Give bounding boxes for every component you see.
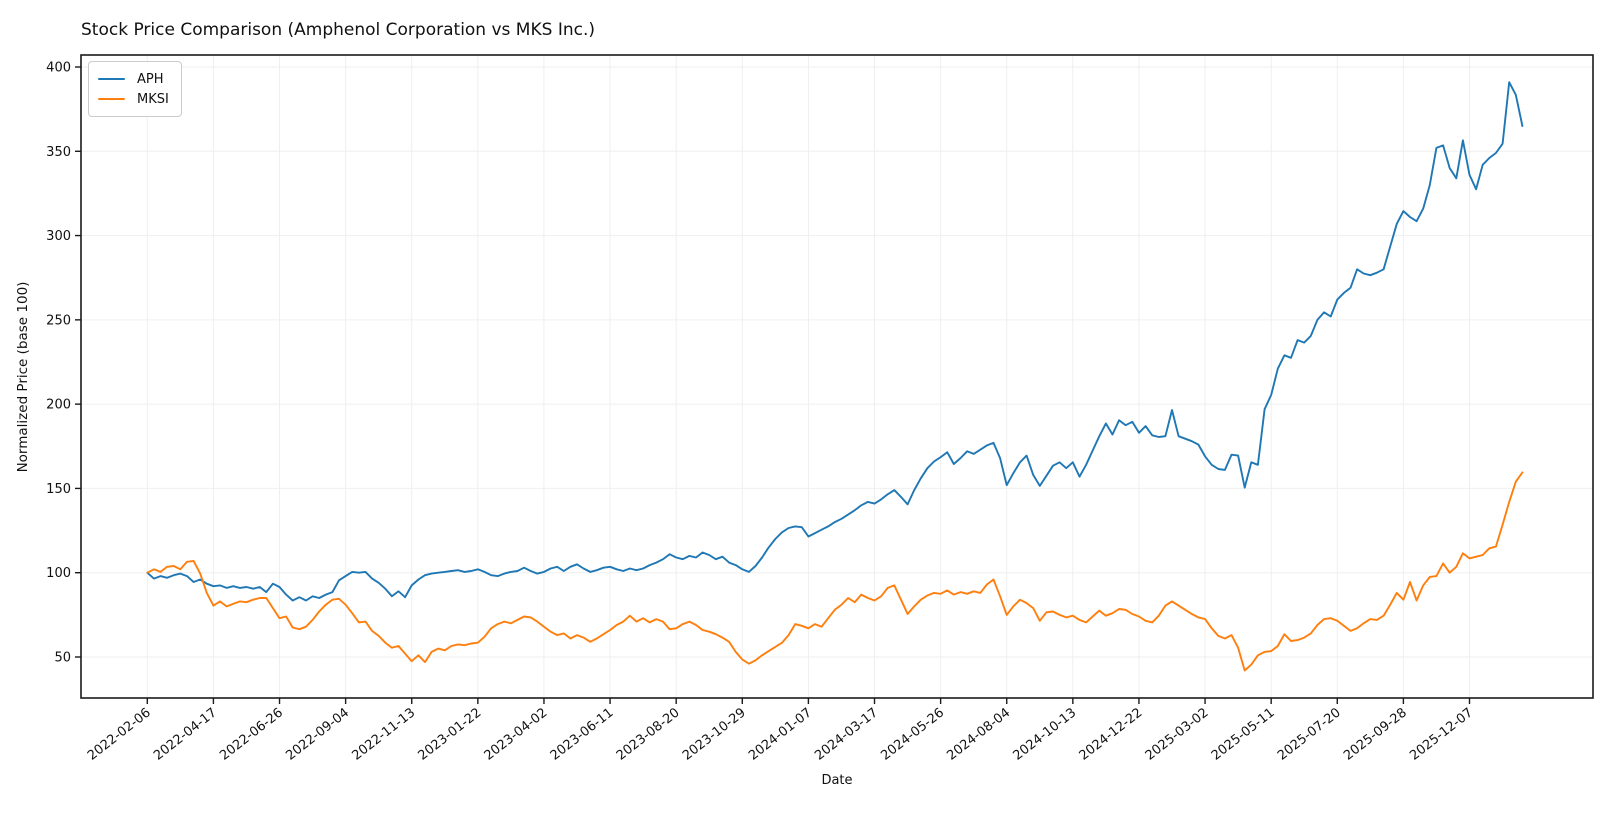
svg-text:150: 150 xyxy=(46,482,71,497)
svg-text:2023-10-29: 2023-10-29 xyxy=(680,705,749,763)
svg-text:2022-09-04: 2022-09-04 xyxy=(283,705,352,763)
svg-text:350: 350 xyxy=(46,145,71,160)
chart-title: Stock Price Comparison (Amphenol Corpora… xyxy=(81,20,595,40)
svg-text:50: 50 xyxy=(54,650,71,665)
x-axis-label: Date xyxy=(821,773,853,788)
svg-text:2025-12-07: 2025-12-07 xyxy=(1407,705,1476,763)
svg-text:2023-06-11: 2023-06-11 xyxy=(548,705,617,763)
svg-text:2025-05-11: 2025-05-11 xyxy=(1209,705,1278,763)
legend-item-mksi: MKSI xyxy=(98,89,169,109)
legend-label-aph: APH xyxy=(137,71,164,87)
legend: APH MKSI xyxy=(88,61,182,117)
y-tick-labels: 50 100 150 200 250 300 350 400 xyxy=(46,61,71,666)
svg-text:2022-04-17: 2022-04-17 xyxy=(151,705,220,763)
mksi-line-swatch xyxy=(98,97,125,101)
svg-text:2024-08-04: 2024-08-04 xyxy=(944,705,1013,763)
tick-marks xyxy=(75,66,1471,704)
svg-text:2024-03-17: 2024-03-17 xyxy=(812,705,881,763)
svg-text:400: 400 xyxy=(46,61,71,76)
svg-text:250: 250 xyxy=(46,313,71,328)
x-tick-labels: 2022-02-062022-04-172022-06-262022-09-04… xyxy=(85,705,1476,763)
aph-line xyxy=(146,81,1524,602)
plot-border xyxy=(80,54,1594,699)
svg-text:2024-01-07: 2024-01-07 xyxy=(746,705,815,763)
mksi-line xyxy=(146,471,1524,672)
legend-label-mksi: MKSI xyxy=(137,91,169,107)
legend-item-aph: APH xyxy=(98,69,169,89)
svg-text:2024-12-22: 2024-12-22 xyxy=(1077,705,1146,763)
svg-text:100: 100 xyxy=(46,566,71,581)
gridlines xyxy=(81,55,1593,698)
svg-text:2025-07-20: 2025-07-20 xyxy=(1275,705,1344,763)
svg-text:2024-05-26: 2024-05-26 xyxy=(878,705,947,763)
svg-text:300: 300 xyxy=(46,229,71,244)
svg-text:2023-08-20: 2023-08-20 xyxy=(614,705,683,763)
svg-text:2022-02-06: 2022-02-06 xyxy=(85,705,154,763)
svg-text:2023-04-02: 2023-04-02 xyxy=(482,705,551,763)
svg-text:2023-01-22: 2023-01-22 xyxy=(416,705,485,763)
y-axis-label: Normalized Price (base 100) xyxy=(15,282,31,473)
svg-text:2025-03-02: 2025-03-02 xyxy=(1143,705,1212,763)
svg-text:2024-10-13: 2024-10-13 xyxy=(1011,705,1080,763)
svg-text:2022-11-13: 2022-11-13 xyxy=(349,705,418,763)
svg-text:2025-09-28: 2025-09-28 xyxy=(1341,705,1410,763)
svg-text:2022-06-26: 2022-06-26 xyxy=(217,705,286,763)
svg-text:200: 200 xyxy=(46,398,71,413)
series-lines xyxy=(146,81,1524,672)
aph-line-swatch xyxy=(98,77,125,81)
